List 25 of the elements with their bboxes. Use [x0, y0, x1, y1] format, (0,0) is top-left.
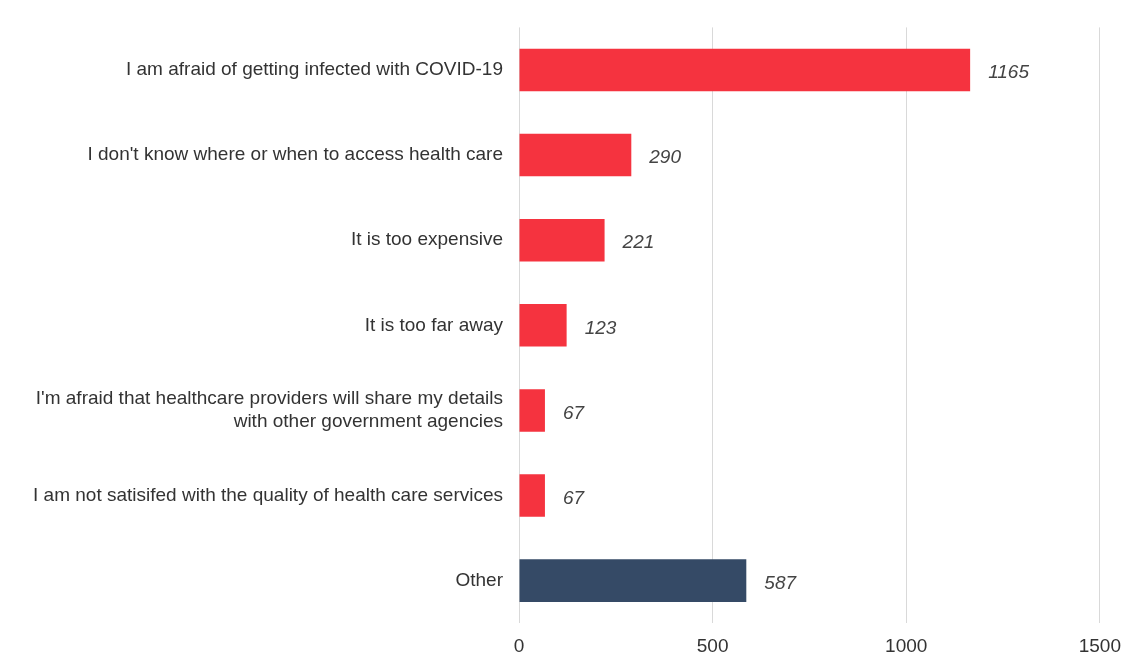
bar — [519, 48, 971, 92]
data-label: 123 — [584, 316, 617, 338]
bar — [519, 218, 605, 262]
y-tick-label: I'm afraid that healthcare providers will share my details with other government agencies — [35, 387, 503, 432]
y-tick-label: I am afraid of getting infected with COVID-19 — [125, 58, 503, 80]
bar — [519, 133, 632, 177]
data-label: 1165 — [988, 61, 1030, 83]
x-tick-label: 1500 — [1078, 634, 1122, 656]
data-label: 587 — [764, 571, 798, 593]
x-tick-label: 1000 — [885, 634, 928, 656]
y-tick-label: It is too far away — [364, 313, 504, 335]
y-tick-label: It is too expensive — [350, 228, 503, 250]
y-tick-label: I am not satisifed with the quality of health care services — [33, 483, 503, 505]
y-tick-label: Other — [455, 568, 504, 590]
y-tick-label: I don't know where or when to access health care — [87, 143, 503, 165]
bar — [519, 474, 545, 517]
x-tick-label: 0 — [513, 634, 525, 656]
data-label: 67 — [562, 486, 586, 508]
data-label: 221 — [621, 231, 655, 253]
x-tick-label: 500 — [696, 634, 729, 656]
bar — [519, 389, 545, 432]
bar — [519, 559, 747, 602]
data-label: 290 — [648, 146, 682, 168]
data-label: 67 — [562, 401, 586, 423]
bar — [519, 304, 567, 347]
